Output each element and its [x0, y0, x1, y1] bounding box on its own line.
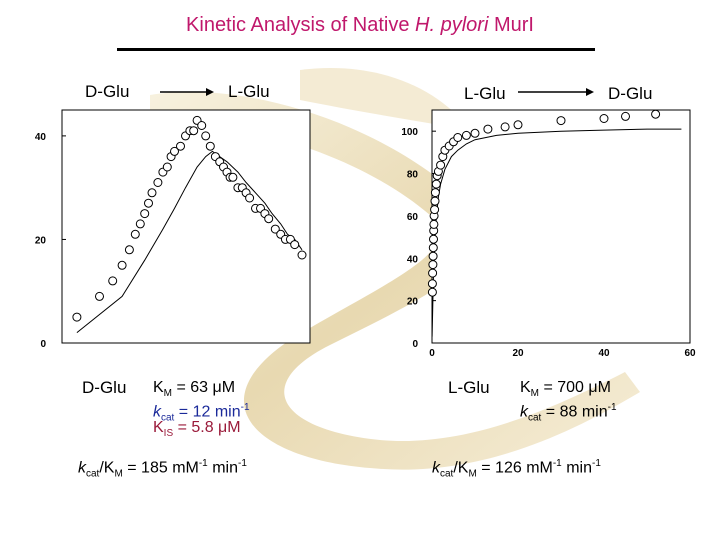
right-data-point: [429, 219, 439, 229]
right-y-tick-label: 60: [407, 212, 419, 223]
right-x-tick-label: 20: [512, 348, 524, 359]
right-y-tick-label: 0: [412, 339, 418, 350]
left-data-point: [201, 131, 211, 141]
left-data-point: [189, 126, 199, 136]
right-data-point: [436, 160, 446, 170]
title-underline: [117, 48, 595, 51]
left-data-point: [205, 141, 215, 151]
left-data-point: [147, 188, 157, 198]
right-data-point: [428, 268, 438, 278]
left-kcat: kcat = 12 min-1: [153, 402, 250, 424]
left-data-point: [144, 198, 153, 208]
right-plot-frame: [431, 109, 691, 344]
right-data-point: [427, 279, 437, 289]
right-km: KM = 700 μM: [520, 379, 611, 400]
right-substrate-label: L-Glu: [448, 378, 490, 397]
right-data-point: [429, 234, 438, 244]
title-suffix: MurI: [488, 14, 534, 36]
right-data-point: [599, 114, 609, 123]
left-km: KM = 63 μM: [153, 379, 236, 400]
left-data-point: [140, 209, 150, 219]
left-data-point: [72, 312, 82, 322]
right-data-point: [428, 251, 438, 261]
left-kis: KIS = 5.8 μM: [153, 419, 241, 440]
left-efficiency: kcat/KM = 185 mM-1 min-1: [78, 458, 247, 480]
right-data-point: [428, 243, 438, 253]
right-reaction-from: L-Glu: [464, 84, 506, 103]
right-data-point: [470, 128, 480, 138]
left-data-point: [290, 240, 300, 250]
left-data-point: [162, 162, 172, 172]
left-data-point: [176, 141, 185, 151]
right-data-point: [430, 196, 440, 206]
right-data-point: [651, 109, 661, 119]
left-data-point: [117, 260, 127, 270]
left-data-point: [95, 291, 104, 301]
right-reaction-to: D-Glu: [608, 84, 653, 103]
left-data-point: [245, 193, 255, 203]
right-y-tick-label: 20: [407, 297, 419, 308]
left-data-point: [170, 146, 179, 156]
right-data-point: [427, 287, 437, 297]
left-substrate-label: D-Glu: [82, 378, 127, 397]
right-data-point: [431, 179, 441, 189]
right-x-tick-label: 40: [598, 348, 610, 359]
right-data-point: [483, 124, 493, 134]
right-y-tick-label: 40: [407, 254, 419, 265]
right-y-tick-label: 100: [401, 127, 418, 138]
right-data-point: [453, 133, 463, 142]
title-prefix: Kinetic Analysis of Native: [186, 14, 416, 36]
left-data-point: [264, 214, 274, 224]
right-data-point: [430, 205, 440, 215]
right-data-point: [461, 130, 471, 140]
left-data-point: [130, 229, 140, 239]
left-plot-frame: [61, 109, 311, 344]
left-y-tick-label: 40: [35, 132, 47, 143]
right-efficiency: kcat/KM = 126 mM-1 min-1: [432, 458, 601, 480]
right-kcat: kcat = 88 min-1: [520, 402, 617, 424]
right-y-tick-label: 80: [407, 170, 419, 181]
title-organism: H. pylori: [415, 14, 489, 36]
left-reaction-from: D-Glu: [85, 82, 130, 101]
right-data-point: [430, 188, 440, 198]
left-y-tick-label: 20: [35, 235, 47, 246]
left-reaction-to: L-Glu: [228, 82, 270, 101]
right-data-point: [428, 260, 438, 270]
left-data-point: [270, 224, 280, 234]
page-title: Kinetic Analysis of Native H. pylori Mur…: [0, 14, 720, 37]
right-x-tick-label: 60: [684, 348, 696, 359]
right-data-point: [500, 122, 510, 132]
left-data-point: [135, 219, 145, 229]
right-data-point: [513, 120, 523, 130]
right-data-point: [556, 116, 566, 126]
right-x-tick-label: 0: [429, 348, 435, 359]
left-data-point: [153, 178, 163, 187]
left-data-point: [297, 250, 307, 260]
left-data-point: [228, 172, 238, 182]
left-data-point: [197, 121, 207, 130]
left-data-point: [124, 245, 134, 255]
left-data-point: [108, 276, 118, 286]
left-y-tick-label: 0: [40, 339, 46, 350]
right-data-point: [621, 111, 630, 121]
